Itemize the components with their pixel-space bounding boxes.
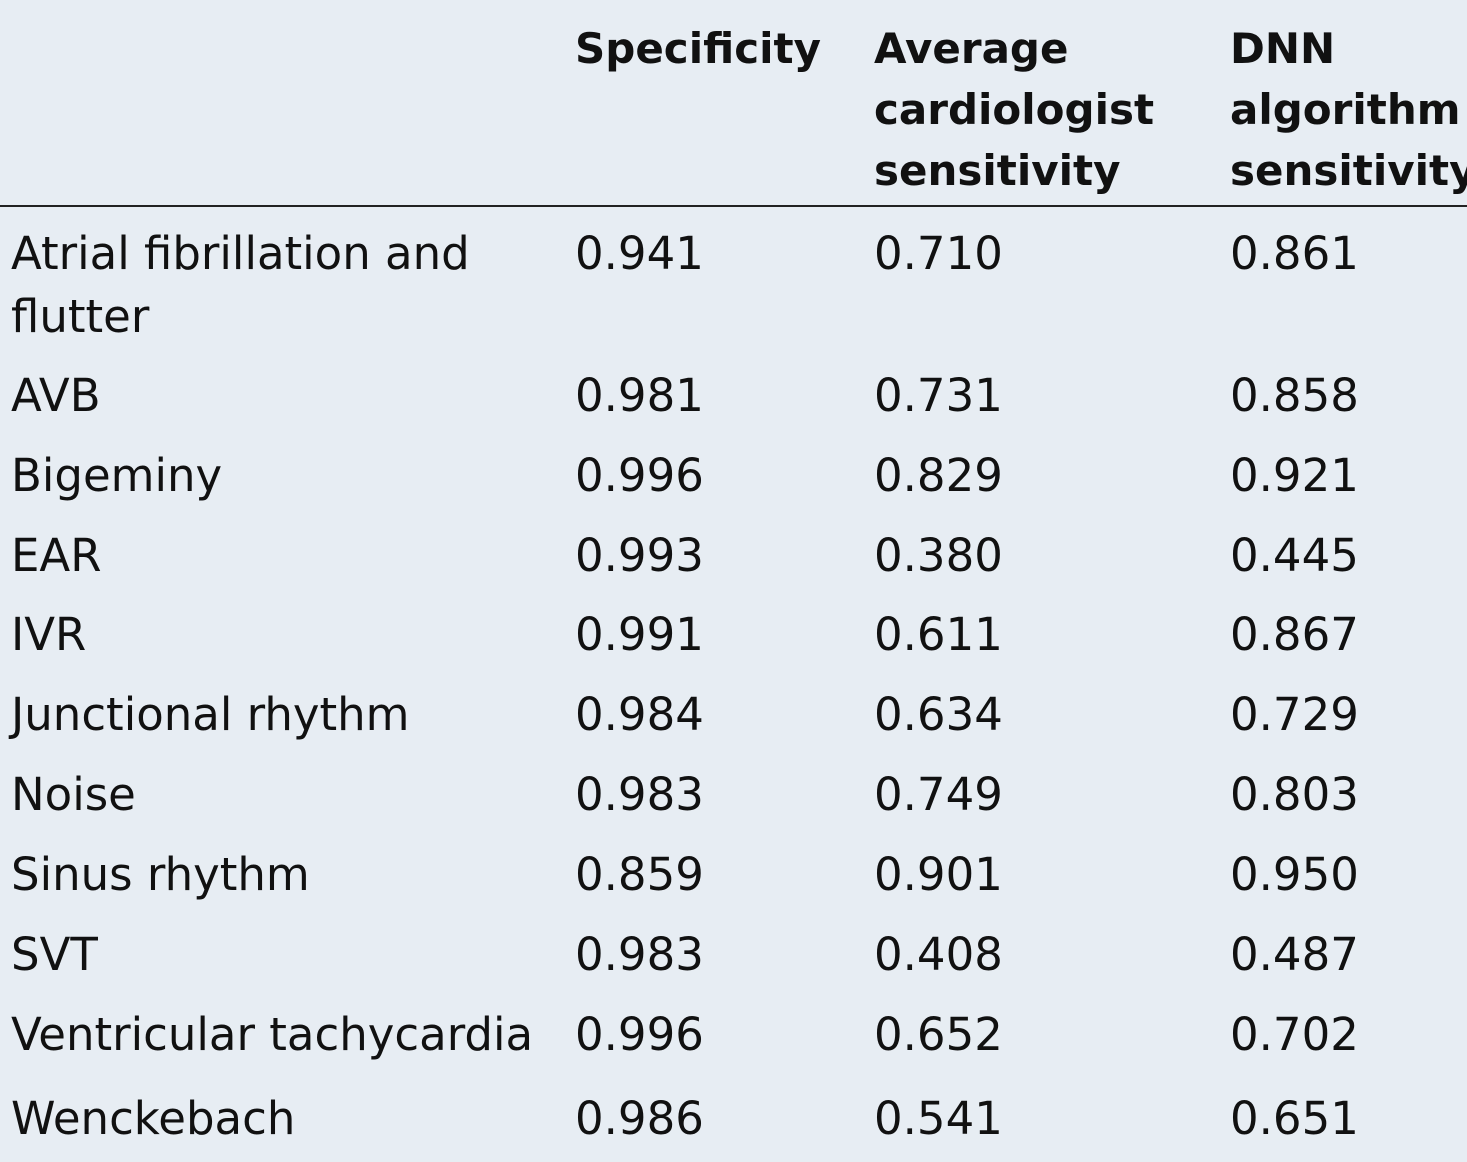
dnn-sensitivity-value: 0.803	[1230, 768, 1359, 821]
dnn-sensitivity-value: 0.729	[1230, 688, 1359, 741]
dnn-sensitivity-value: 0.858	[1230, 369, 1359, 422]
cardiologist-sensitivity-value: 0.408	[874, 928, 1003, 981]
header-dnn-sensitivity: DNN algorithm sensitivity	[1230, 18, 1467, 201]
dnn-sensitivity-value: 0.702	[1230, 1008, 1359, 1061]
row-label: Atrial fibrillation and flutter	[11, 227, 470, 343]
cardiologist-sensitivity-value: 0.611	[874, 608, 1003, 661]
row-label: Wenckebach	[11, 1092, 296, 1145]
header-line: Specificity	[575, 24, 821, 73]
cardiologist-sensitivity-value: 0.652	[874, 1008, 1003, 1061]
row-label: EAR	[11, 529, 102, 582]
cardiologist-sensitivity-value: 0.749	[874, 768, 1003, 821]
dnn-sensitivity-value: 0.950	[1230, 848, 1359, 901]
dnn-sensitivity-value: 0.651	[1230, 1092, 1359, 1145]
cardiologist-sensitivity-value: 0.380	[874, 529, 1003, 582]
header-line: DNN	[1230, 24, 1336, 73]
header-line: Average	[874, 24, 1069, 73]
dnn-sensitivity-value: 0.445	[1230, 529, 1359, 582]
header-line: algorithm	[1230, 85, 1461, 134]
cardiologist-sensitivity-value: 0.901	[874, 848, 1003, 901]
row-label: Junctional rhythm	[11, 688, 410, 741]
row-label: Sinus rhythm	[11, 848, 310, 901]
specificity-value: 0.991	[575, 608, 704, 661]
cardiologist-sensitivity-value: 0.829	[874, 449, 1003, 502]
specificity-value: 0.981	[575, 369, 704, 422]
cardiologist-sensitivity-value: 0.634	[874, 688, 1003, 741]
header-line: sensitivity	[1230, 146, 1467, 195]
header-specificity: Specificity	[575, 18, 821, 79]
row-label: Bigeminy	[11, 449, 223, 502]
dnn-sensitivity-value: 0.861	[1230, 227, 1359, 280]
cardiologist-sensitivity-value: 0.710	[874, 227, 1003, 280]
row-label: Noise	[11, 768, 136, 821]
specificity-value: 0.996	[575, 449, 704, 502]
cardiologist-sensitivity-value: 0.731	[874, 369, 1003, 422]
row-label: SVT	[11, 928, 98, 981]
header-line: sensitivity	[874, 146, 1121, 195]
row-label: AVB	[11, 369, 101, 422]
specificity-value: 0.983	[575, 768, 704, 821]
table-header: Specificity Average cardiologist sensiti…	[0, 0, 1467, 207]
header-line: cardiologist	[874, 85, 1155, 134]
header-cardiologist-sensitivity: Average cardiologist sensitivity	[874, 18, 1154, 201]
cardiologist-sensitivity-value: 0.541	[874, 1092, 1003, 1145]
specificity-value: 0.983	[575, 928, 704, 981]
row-label: IVR	[11, 608, 87, 661]
specificity-value: 0.993	[575, 529, 704, 582]
dnn-sensitivity-value: 0.487	[1230, 928, 1359, 981]
row-label: Ventricular tachycardia	[11, 1008, 534, 1061]
specificity-value: 0.986	[575, 1092, 704, 1145]
dnn-sensitivity-value: 0.867	[1230, 608, 1359, 661]
specificity-value: 0.941	[575, 227, 704, 280]
dnn-sensitivity-value: 0.921	[1230, 449, 1359, 502]
specificity-value: 0.859	[575, 848, 704, 901]
specificity-value: 0.984	[575, 688, 704, 741]
specificity-value: 0.996	[575, 1008, 704, 1061]
